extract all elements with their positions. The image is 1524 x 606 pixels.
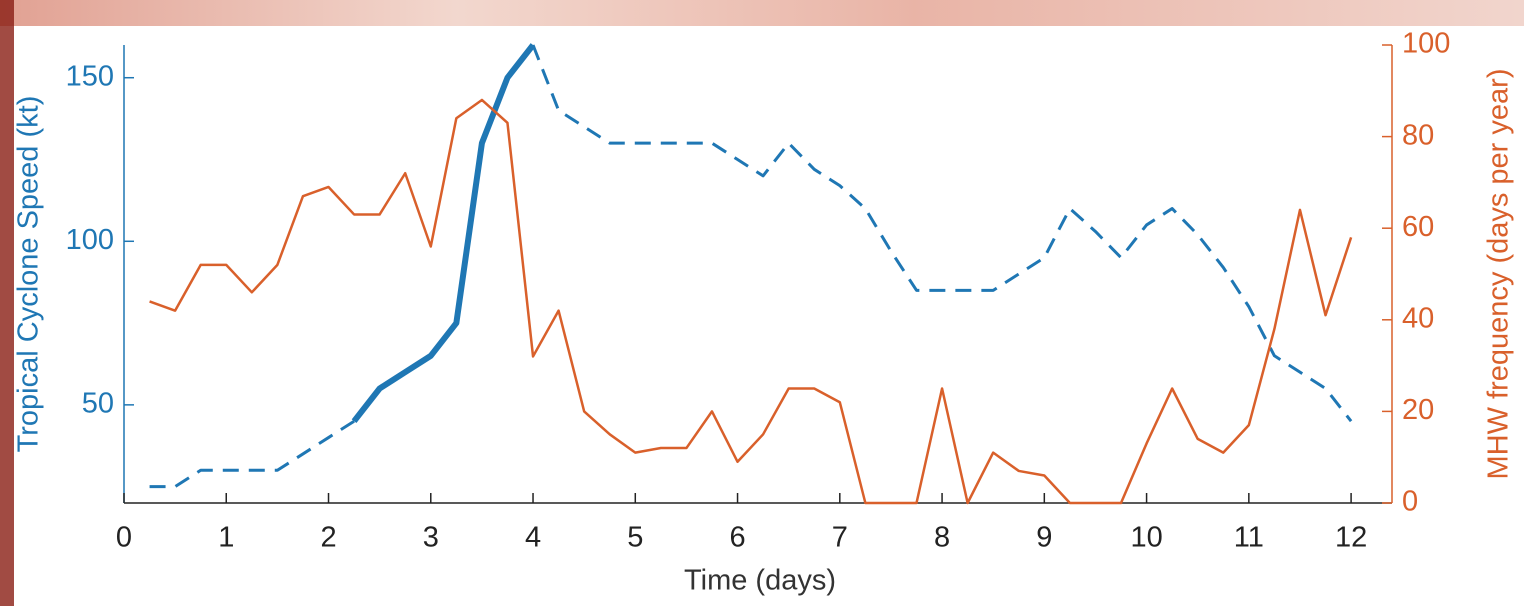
x-tick-label: 4	[525, 522, 541, 554]
x-tick-label: 1	[218, 522, 234, 554]
x-tick-label: 8	[934, 522, 950, 554]
x-axis-label: Time (days)	[684, 565, 836, 597]
y-axis-label: Tropical Cyclone Speed (kt)	[13, 96, 45, 453]
x-tick-label: 0	[116, 522, 132, 554]
series-line	[149, 419, 355, 489]
x-tick-label: 5	[627, 522, 643, 554]
y-tick-label: 150	[66, 60, 114, 92]
y2-tick-label: 20	[1402, 394, 1434, 426]
x-tick-label: 11	[1234, 522, 1264, 554]
x-tick-label: 6	[729, 522, 745, 554]
x-tick-label: 9	[1036, 522, 1052, 554]
background-image	[0, 0, 1524, 26]
y2-tick-label: 40	[1402, 302, 1434, 334]
y-tick-label: 100	[66, 224, 114, 256]
x-tick-label: 3	[423, 522, 439, 554]
y2-tick-label: 100	[1402, 28, 1450, 60]
series-line	[531, 44, 1353, 423]
x-tick-label: 2	[320, 522, 336, 554]
y2-tick-label: 0	[1402, 486, 1418, 518]
x-tick-label: 12	[1335, 522, 1367, 554]
series-line	[149, 98, 1353, 505]
series-line	[351, 43, 536, 424]
background-image	[0, 0, 14, 606]
y2-tick-label: 60	[1402, 211, 1434, 243]
x-tick-label: 10	[1130, 522, 1162, 554]
y-tick-label: 50	[82, 388, 114, 420]
y2-tick-label: 80	[1402, 119, 1434, 151]
x-tick-label: 7	[832, 522, 848, 554]
y2-axis-label: MHW frequency (days per year)	[1483, 69, 1515, 480]
